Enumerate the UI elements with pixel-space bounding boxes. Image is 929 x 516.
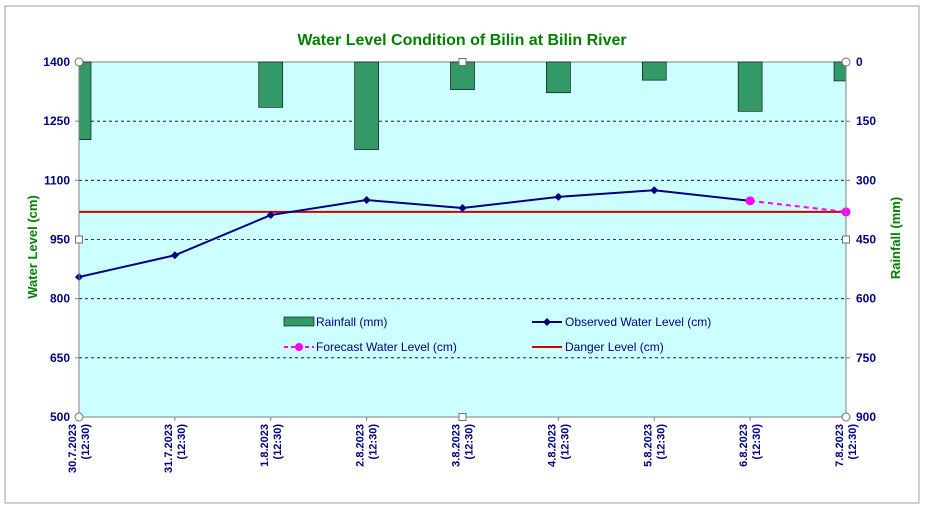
legend-danger-label: Danger Level (cm) xyxy=(565,340,664,354)
x-tick-label: 7.8.2023(12:30) xyxy=(834,424,859,467)
x-tick-time: (12:30) xyxy=(559,424,571,460)
legend-rainfall-label: Rainfall (mm) xyxy=(316,315,387,329)
legend-forecast-marker xyxy=(295,343,303,351)
observed-point xyxy=(650,186,659,195)
y-tick-label: 1100 xyxy=(44,173,70,187)
corner-resize-handle[interactable] xyxy=(841,412,851,422)
forecast-point xyxy=(745,196,755,206)
x-tick-date: 6.8.2023 xyxy=(738,424,750,467)
x-tick-label: 2.8.2023(12:30) xyxy=(355,424,380,467)
water-level-lines xyxy=(75,186,851,281)
edge-resize-handle[interactable] xyxy=(842,235,850,244)
y-tick-label: 950 xyxy=(50,233,70,247)
y2-tick-label: 300 xyxy=(856,173,876,187)
y-tick-label: 1400 xyxy=(43,55,70,69)
x-tick-label: 30.7.2023(12:30) xyxy=(67,424,92,473)
x-tick-date: 3.8.2023 xyxy=(451,424,463,467)
legend: Rainfall (mm) Observed Water Level (cm) … xyxy=(283,315,711,354)
corner-resize-handle[interactable] xyxy=(74,412,84,422)
y2-tick-label: 600 xyxy=(856,292,876,306)
y-tick-label: 500 xyxy=(50,410,70,424)
legend-forecast-label: Forecast Water Level (cm) xyxy=(316,340,457,354)
rainfall-bars xyxy=(78,61,847,150)
x-tick-label: 5.8.2023(12:30) xyxy=(642,424,667,467)
rainfall-bar xyxy=(641,61,667,81)
rainfall-bar xyxy=(354,61,379,150)
edge-resize-handle[interactable] xyxy=(75,235,83,244)
x-tick-date: 31.7.2023 xyxy=(163,424,175,473)
legend-rainfall-swatch xyxy=(283,316,315,327)
x-tick-date: 2.8.2023 xyxy=(355,424,367,467)
x-tick-time: (12:30) xyxy=(464,424,476,460)
y2-axis-title: Rainfall (mm) xyxy=(888,197,903,279)
x-tick-time: (12:30) xyxy=(80,424,92,460)
x-tick-date: 7.8.2023 xyxy=(834,424,846,467)
rainfall-bar xyxy=(450,61,475,90)
x-tick-label: 6.8.2023(12:30) xyxy=(738,424,763,467)
edge-resize-handle[interactable] xyxy=(458,58,467,66)
rainfall-bar xyxy=(546,61,571,94)
x-tick-time: (12:30) xyxy=(368,424,380,460)
x-tick-date: 4.8.2023 xyxy=(546,424,558,467)
observed-point xyxy=(362,196,371,205)
y2-tick-label: 900 xyxy=(856,410,876,424)
x-tick-time: (12:30) xyxy=(176,424,188,460)
y-tick-label: 800 xyxy=(50,292,70,306)
x-tick-label: 4.8.2023(12:30) xyxy=(546,424,571,467)
selection-handles[interactable] xyxy=(74,57,851,422)
chart-title: Water Level Condition of Bilin at Bilin … xyxy=(297,32,626,49)
corner-resize-handle[interactable] xyxy=(841,57,851,67)
corner-resize-handle[interactable] xyxy=(74,57,84,67)
x-tick-date: 1.8.2023 xyxy=(259,424,271,467)
x-tick-time: (12:30) xyxy=(751,424,763,460)
y2-tick-label: 750 xyxy=(856,351,876,365)
y2-tick-label: 150 xyxy=(856,114,876,128)
x-tick-label: 1.8.2023(12:30) xyxy=(259,424,284,467)
x-tick-date: 5.8.2023 xyxy=(642,424,654,467)
observed-point xyxy=(266,211,275,220)
observed-point xyxy=(554,192,563,201)
x-tick-time: (12:30) xyxy=(272,424,284,460)
y2-tick-label: 450 xyxy=(856,233,876,247)
observed-point xyxy=(170,251,179,260)
axes: 1400 1250 1100 950 800 650 500 0 150 300 450 600 750… xyxy=(43,55,876,473)
y-axis-title: Water Level (cm) xyxy=(25,195,40,299)
y2-tick-label: 0 xyxy=(856,55,863,69)
x-tick-date: 30.7.2023 xyxy=(67,424,79,473)
x-tick-label: 3.8.2023(12:30) xyxy=(451,424,476,467)
edge-resize-handle[interactable] xyxy=(458,413,467,421)
legend-observed-label: Observed Water Level (cm) xyxy=(565,315,711,329)
legend-observed-marker xyxy=(543,318,551,326)
observed-point xyxy=(458,203,467,212)
y-tick-label: 1250 xyxy=(43,114,70,128)
rainfall-bar xyxy=(737,61,763,112)
x-tick-time: (12:30) xyxy=(655,424,667,460)
gridlines xyxy=(79,120,846,359)
observed-water-level-line xyxy=(78,189,751,278)
rainfall-bar xyxy=(258,61,284,108)
x-tick-time: (12:30) xyxy=(847,424,859,460)
rainfall-bar xyxy=(78,61,92,141)
x-tick-label: 31.7.2023(12:30) xyxy=(163,424,188,473)
y-tick-label: 650 xyxy=(50,351,70,365)
forecast-water-level-line xyxy=(750,199,847,213)
